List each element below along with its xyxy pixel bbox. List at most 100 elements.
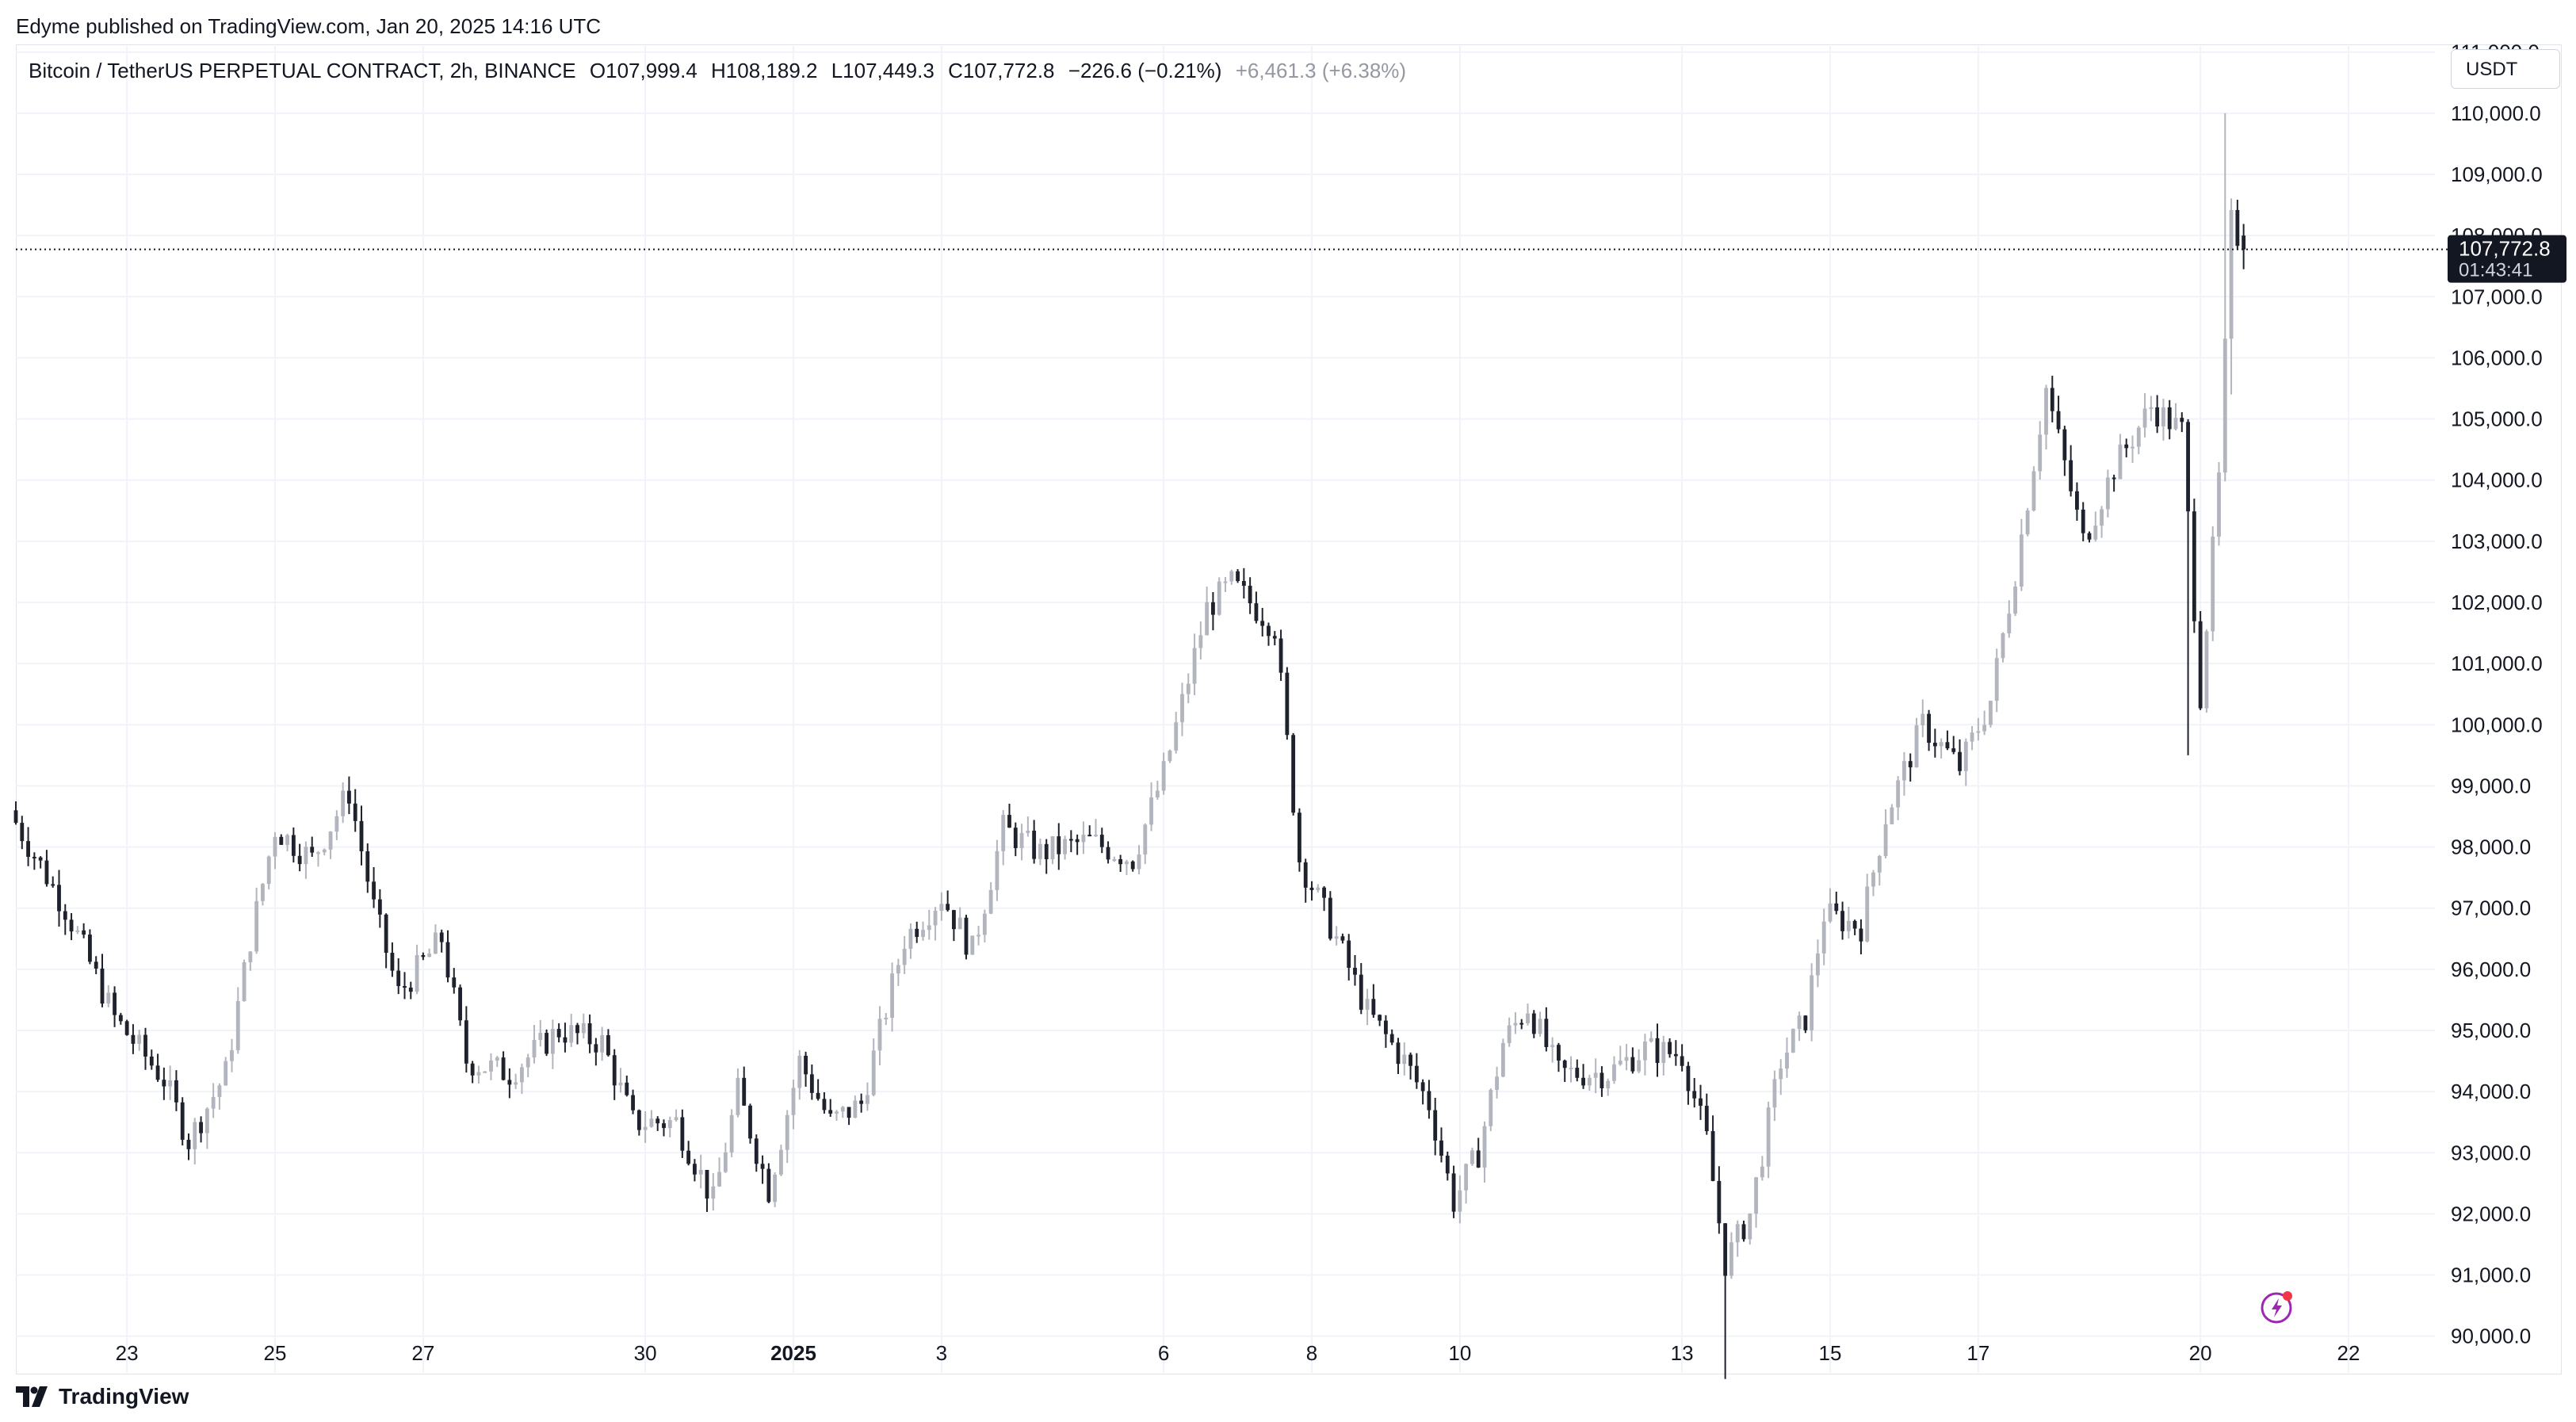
candle-body bbox=[618, 1082, 623, 1086]
candle bbox=[168, 1065, 173, 1100]
candle-body bbox=[2217, 472, 2221, 537]
candle bbox=[2044, 384, 2048, 450]
candle bbox=[32, 852, 36, 870]
candle-body bbox=[1433, 1110, 1438, 1141]
candle bbox=[1155, 780, 1160, 801]
candle bbox=[211, 1083, 216, 1118]
candle bbox=[334, 810, 339, 840]
footer-brand[interactable]: TradingView bbox=[59, 1384, 189, 1409]
candle bbox=[1557, 1042, 1561, 1072]
lightning-icon[interactable] bbox=[2259, 1289, 2295, 1325]
y-tick-label: 98,000.0 bbox=[2451, 835, 2531, 859]
candle bbox=[1489, 1088, 1493, 1132]
candle-body bbox=[939, 904, 944, 912]
candle-body bbox=[1291, 735, 1296, 813]
candle bbox=[1741, 1220, 1746, 1242]
candle-body bbox=[1272, 636, 1277, 639]
candle bbox=[797, 1049, 802, 1100]
candle-body bbox=[365, 851, 370, 882]
candle bbox=[785, 1110, 789, 1164]
candle bbox=[2222, 113, 2227, 482]
publisher-caption: Edyme published on TradingView.com, Jan … bbox=[16, 14, 602, 38]
candle bbox=[606, 1029, 610, 1057]
candle bbox=[816, 1079, 820, 1101]
candle bbox=[871, 1038, 876, 1097]
candle bbox=[235, 987, 240, 1054]
candle bbox=[791, 1080, 796, 1130]
candle-body bbox=[1914, 725, 1919, 768]
candle bbox=[908, 923, 913, 959]
candle-body bbox=[1821, 921, 1826, 954]
candle-body bbox=[2142, 408, 2147, 428]
candle-body bbox=[1198, 635, 1203, 648]
candle-body bbox=[168, 1080, 173, 1087]
candle bbox=[2062, 426, 2067, 476]
candle bbox=[643, 1111, 648, 1143]
candle-body bbox=[310, 847, 315, 853]
candle-body bbox=[1575, 1068, 1580, 1078]
candle bbox=[1087, 825, 1092, 837]
candle bbox=[1877, 854, 1882, 886]
candle bbox=[1587, 1074, 1592, 1091]
candle bbox=[538, 1019, 543, 1047]
candle-body bbox=[118, 1015, 123, 1022]
candle-body bbox=[1019, 832, 1024, 848]
candle-body bbox=[1544, 1019, 1549, 1047]
candle bbox=[1013, 822, 1018, 857]
candle bbox=[1673, 1040, 1678, 1066]
candle-body bbox=[1587, 1077, 1592, 1086]
candle-body bbox=[545, 1033, 548, 1054]
candle-body bbox=[1951, 748, 1956, 752]
candle bbox=[1828, 888, 1833, 923]
currency-selector[interactable]: USDT bbox=[2451, 49, 2560, 89]
candle bbox=[1989, 700, 1993, 728]
candle bbox=[1649, 1031, 1653, 1043]
candle bbox=[1118, 854, 1123, 873]
candle bbox=[575, 1023, 579, 1045]
candle bbox=[100, 954, 105, 1007]
candle-body bbox=[1205, 602, 1210, 636]
candle-body bbox=[791, 1088, 796, 1115]
candle bbox=[693, 1159, 697, 1182]
candle bbox=[2149, 396, 2154, 422]
x-tick-label: 15 bbox=[1819, 1341, 1842, 1365]
candle bbox=[310, 836, 315, 858]
candle bbox=[933, 907, 938, 941]
candle bbox=[1378, 1014, 1382, 1026]
candle bbox=[1692, 1077, 1697, 1108]
y-tick-label: 96,000.0 bbox=[2451, 958, 2531, 981]
candle bbox=[1939, 738, 1943, 759]
candle-body bbox=[581, 1023, 586, 1034]
candle bbox=[396, 958, 401, 995]
candle bbox=[143, 1027, 147, 1070]
candle bbox=[1921, 699, 1925, 738]
candle bbox=[51, 876, 55, 888]
candle-body bbox=[1309, 887, 1314, 890]
candle-body bbox=[1427, 1091, 1431, 1110]
candle-body bbox=[1976, 731, 1981, 733]
candle bbox=[742, 1066, 747, 1107]
candle bbox=[2093, 511, 2098, 542]
candle bbox=[1174, 712, 1179, 754]
candle bbox=[1704, 1093, 1709, 1135]
candle bbox=[2081, 502, 2085, 541]
candle-body bbox=[1068, 839, 1073, 841]
candle-body bbox=[1994, 658, 1999, 701]
candle bbox=[988, 881, 993, 915]
candle-body bbox=[840, 1107, 845, 1112]
candle-body bbox=[384, 914, 388, 954]
candle bbox=[2056, 396, 2061, 434]
candle bbox=[452, 968, 457, 994]
candle-body bbox=[1032, 830, 1037, 859]
candle-body bbox=[606, 1035, 610, 1056]
candle bbox=[594, 1038, 598, 1066]
candle-body bbox=[2093, 526, 2098, 540]
candle bbox=[1754, 1176, 1758, 1228]
candle-body bbox=[1099, 835, 1104, 847]
candle-body bbox=[390, 953, 395, 971]
legend-symbol[interactable]: Bitcoin / TetherUS PERPETUAL CONTRACT, 2… bbox=[29, 59, 576, 82]
candle-body bbox=[193, 1122, 197, 1149]
candle bbox=[248, 950, 253, 971]
candle-body bbox=[748, 1105, 752, 1139]
